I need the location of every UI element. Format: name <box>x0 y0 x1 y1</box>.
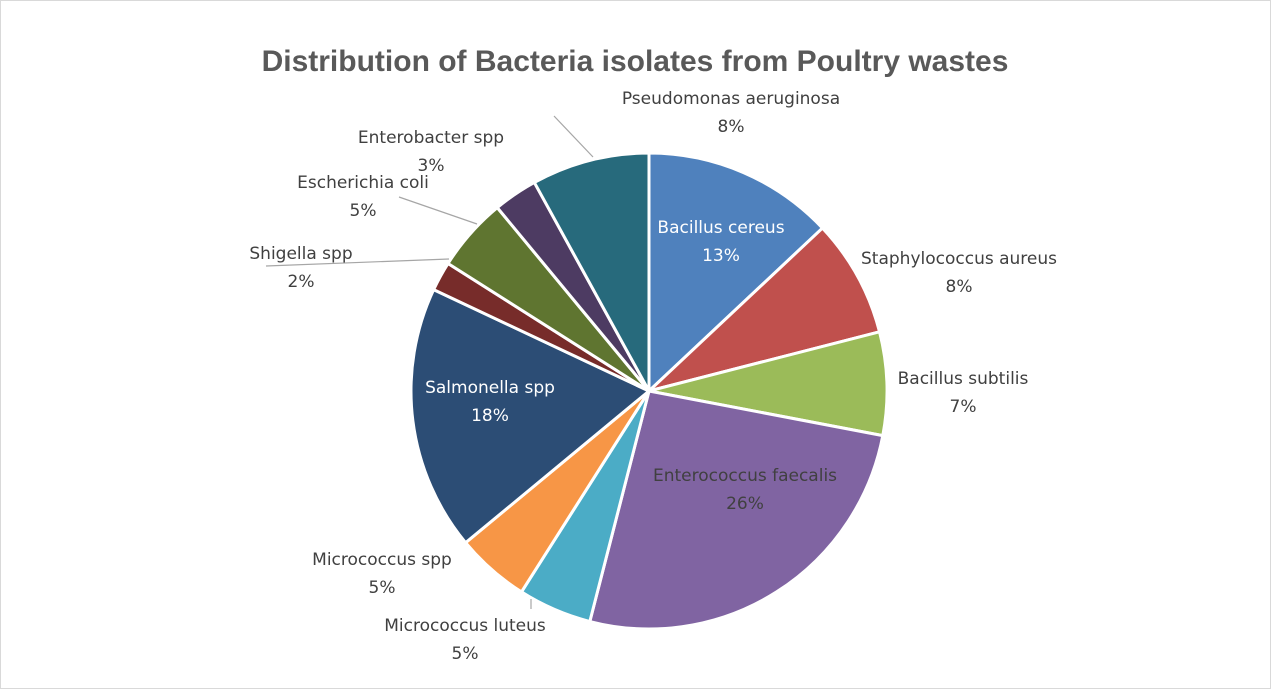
leader-line-pseudomonas-aeruginosa <box>553 115 594 158</box>
data-label-enterococcus-faecalis: Enterococcus faecalis 26% <box>653 466 837 514</box>
data-labels: Bacillus cereus 13% Staphylococcus aureus 8… <box>249 89 1057 664</box>
label-percent: 18% <box>471 406 509 426</box>
data-label-micrococcus-spp: Micrococcus spp 5% <box>312 550 452 598</box>
data-label-shigella-spp: Shigella spp 2% <box>249 244 352 292</box>
slice-pseudomonas-aeruginosa <box>532 151 651 393</box>
data-label-bacillus-subtilis: Bacillus subtilis 7% <box>898 369 1029 417</box>
label-category: Shigella spp <box>249 244 352 264</box>
slice-staphylococcus-aureus <box>647 226 882 393</box>
label-category: Bacillus subtilis <box>898 369 1029 389</box>
label-percent: 7% <box>950 397 977 417</box>
label-percent: 13% <box>702 246 740 266</box>
label-percent: 5% <box>452 644 479 664</box>
label-percent: 5% <box>369 578 396 598</box>
data-label-salmonella-spp: Salmonella spp 18% <box>425 378 555 426</box>
label-category: Pseudomonas aeruginosa <box>622 89 840 109</box>
label-category: Enterobacter spp <box>358 128 504 148</box>
data-label-bacillus-cereus: Bacillus cereus 13% <box>657 218 784 266</box>
leader-lines <box>265 115 594 609</box>
label-category: Bacillus cereus <box>657 218 784 238</box>
pie-slices <box>409 151 889 631</box>
data-label-micrococcus-luteus: Micrococcus luteus 5% <box>384 616 546 664</box>
label-category: Micrococcus spp <box>312 550 452 570</box>
data-label-pseudomonas-aeruginosa: Pseudomonas aeruginosa 8% <box>622 89 840 137</box>
label-percent: 5% <box>350 201 377 221</box>
label-category: Staphylococcus aureus <box>861 249 1057 269</box>
label-category: Escherichia coli <box>297 173 429 193</box>
label-category: Salmonella spp <box>425 378 555 398</box>
label-percent: 2% <box>288 272 315 292</box>
label-percent: 8% <box>718 117 745 137</box>
label-category: Micrococcus luteus <box>384 616 546 636</box>
slice-bacillus-cereus <box>647 151 824 393</box>
slice-bacillus-subtilis <box>647 330 889 438</box>
slice-enterococcus-faecalis <box>588 389 885 631</box>
leader-line-shigella-spp <box>265 258 450 267</box>
label-percent: 8% <box>946 277 973 297</box>
label-percent: 26% <box>726 494 764 514</box>
label-category: Enterococcus faecalis <box>653 466 837 486</box>
label-percent: 3% <box>418 156 445 176</box>
chart-title: Distribution of Bacteria isolates from P… <box>262 45 1009 78</box>
data-label-enterobacter-spp: Enterobacter spp 3% <box>358 128 504 176</box>
slice-salmonella-spp <box>409 288 651 545</box>
data-label-escherichia-coli: Escherichia coli 5% <box>297 173 429 221</box>
data-label-staphylococcus-aureus: Staphylococcus aureus 8% <box>861 249 1057 297</box>
leader-line-escherichia-coli <box>398 196 478 225</box>
